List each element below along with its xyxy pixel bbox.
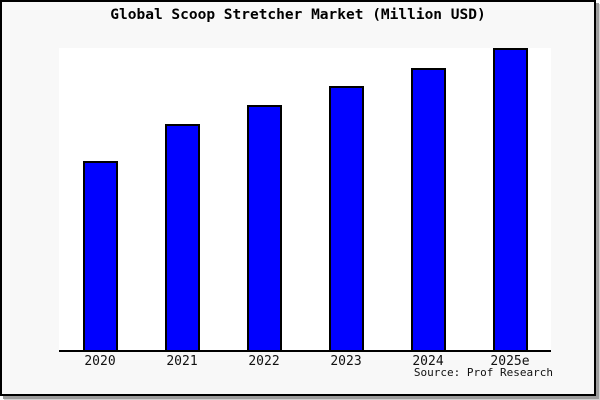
x-tick-label-2024: 2024: [412, 354, 444, 369]
bar-2020: [82, 161, 118, 350]
bar-2025e: [492, 48, 528, 350]
x-axis-line: [59, 350, 551, 352]
plot-area: [59, 48, 551, 350]
x-tick-label-2021: 2021: [166, 354, 198, 369]
bar-2021: [164, 124, 200, 350]
source-note: Source: Prof Research: [413, 366, 553, 379]
x-tick-label-2022: 2022: [248, 354, 280, 369]
bar-2022: [246, 105, 282, 350]
bar-2024: [410, 68, 446, 350]
chart-title: Global Scoop Stretcher Market (Million U…: [110, 7, 486, 23]
x-axis-labels: 2020 2021 2022 2023 2024 2025e: [59, 355, 551, 369]
x-tick-label-2023: 2023: [330, 354, 362, 369]
bar-2023: [328, 86, 364, 350]
x-tick-label-2025e: 2025e: [490, 354, 530, 369]
x-tick-label-2020: 2020: [84, 354, 116, 369]
